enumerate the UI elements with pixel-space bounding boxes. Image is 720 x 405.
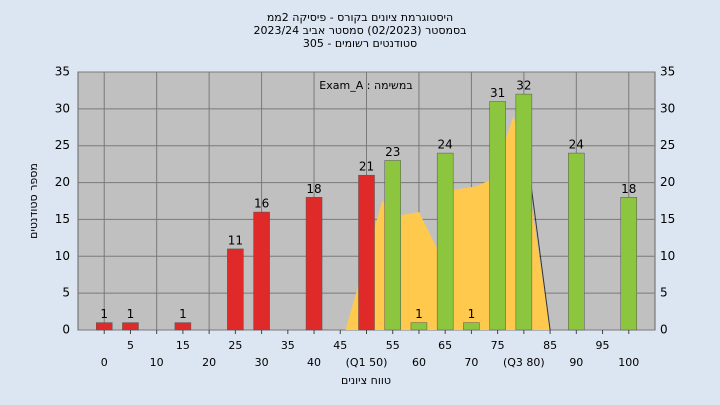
x-tick-label: 100 <box>618 356 639 369</box>
y-tick-label: 0 <box>660 323 668 337</box>
y-tick-label: 25 <box>660 138 675 152</box>
bar <box>568 152 585 331</box>
chart-subtitle: בסמסטר (02/2023) סמסטר אביב 2023/24 <box>253 24 466 37</box>
value-label: 1 <box>100 307 108 321</box>
value-label: 23 <box>385 145 400 159</box>
value-label: 32 <box>516 79 531 93</box>
x-tick-label: 0 <box>101 356 108 369</box>
bar <box>489 101 506 331</box>
bar <box>463 322 480 331</box>
value-label: 24 <box>569 138 584 152</box>
y-tick-label: 30 <box>55 101 70 115</box>
bar <box>227 248 244 331</box>
chart-subtitle: 305 - סטודנטים רשומים <box>303 37 417 50</box>
bar <box>410 322 428 331</box>
bar <box>436 152 454 331</box>
value-label: 18 <box>306 182 321 196</box>
x-tick-label: (Q1 50) <box>346 356 388 369</box>
bar <box>95 322 113 331</box>
value-label: 11 <box>228 233 243 247</box>
y-axis-label: מספר סטודנטים <box>27 163 40 239</box>
x-tick-label: 15 <box>176 339 190 352</box>
y-tick-label: 5 <box>62 286 70 300</box>
bar <box>305 197 323 331</box>
bar <box>384 160 401 331</box>
x-tick-label: 95 <box>596 339 610 352</box>
bar <box>174 322 192 331</box>
y-tick-label: 25 <box>55 138 70 152</box>
value-label: 1 <box>415 307 423 321</box>
y-tick-label: 35 <box>55 65 70 79</box>
value-label: 1 <box>179 307 187 321</box>
bar <box>253 211 270 331</box>
y-tick-label: 15 <box>55 212 70 226</box>
y-tick-label: 20 <box>55 175 70 189</box>
x-tick-label: 65 <box>438 339 452 352</box>
x-tick-label: (Q3 80) <box>503 356 545 369</box>
y-tick-label: 35 <box>660 65 675 79</box>
y-tick-label: 30 <box>660 101 675 115</box>
y-tick-label: 15 <box>660 212 675 226</box>
x-tick-label: 20 <box>202 356 216 369</box>
x-tick-label: 40 <box>307 356 321 369</box>
x-tick-label: 85 <box>543 339 557 352</box>
x-tick-label: 60 <box>412 356 426 369</box>
x-tick-label: 55 <box>386 339 400 352</box>
y-tick-label: 10 <box>660 249 675 263</box>
x-tick-label: 75 <box>491 339 505 352</box>
chart-title: היסטוגרמת ציונים בקורס - פיסיקה 2ממ <box>267 11 453 24</box>
y-tick-label: 20 <box>660 175 675 189</box>
value-label: 1 <box>468 307 476 321</box>
bar <box>122 322 139 331</box>
bar <box>620 197 638 331</box>
x-tick-label: 10 <box>150 356 164 369</box>
x-tick-label: 90 <box>569 356 583 369</box>
x-tick-label: 70 <box>464 356 478 369</box>
y-tick-label: 10 <box>55 249 70 263</box>
y-tick-label: 0 <box>62 323 70 337</box>
bar <box>515 93 533 331</box>
x-tick-label: 25 <box>228 339 242 352</box>
x-tick-label: 35 <box>281 339 295 352</box>
bar <box>358 174 375 331</box>
value-label: 16 <box>254 197 269 211</box>
value-label: 31 <box>490 86 505 100</box>
x-tick-label: 5 <box>127 339 134 352</box>
value-label: 18 <box>621 182 636 196</box>
x-tick-label: 45 <box>333 339 347 352</box>
x-tick-label: 30 <box>255 356 269 369</box>
value-label: 21 <box>359 160 374 174</box>
value-label: 24 <box>438 138 453 152</box>
value-label: 1 <box>127 307 135 321</box>
x-axis-label: טווח ציונים <box>341 374 391 387</box>
y-tick-label: 5 <box>660 286 668 300</box>
